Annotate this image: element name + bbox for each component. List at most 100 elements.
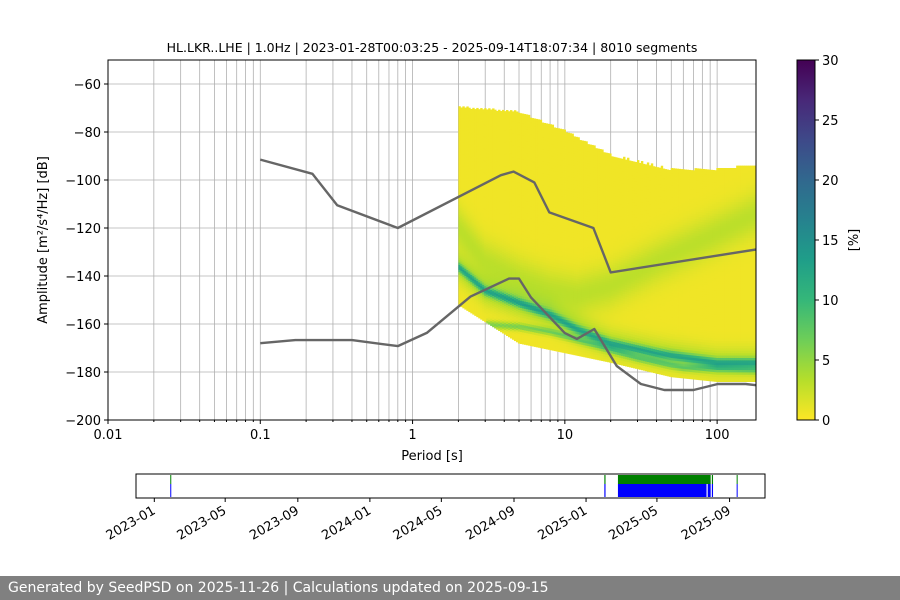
heatmap-cell [494,155,497,159]
heatmap-cell [506,244,509,248]
heatmap-cell [476,131,479,135]
heatmap-cell [464,230,467,233]
heatmap-cell [458,252,461,256]
heatmap-cell [515,130,519,134]
heatmap-cell [517,177,521,181]
heatmap-cell [551,124,555,128]
heatmap-cell [484,168,487,171]
heatmap-cell [508,197,511,201]
heatmap-cell [468,302,471,305]
heatmap-cell [502,251,505,255]
heatmap-cell [466,140,469,143]
heatmap-cell [498,299,501,303]
heatmap-cell [470,178,473,182]
heatmap-cell [509,280,513,284]
heatmap-cell [460,270,463,274]
heatmap-cell [474,284,477,288]
heatmap-cell [498,148,501,151]
heatmap-cell [468,230,471,233]
heatmap-cell [498,112,501,115]
heatmap-cell [458,183,461,186]
heatmap-cell [513,163,517,166]
heatmap-cell [458,127,461,131]
heatmap-cell [511,204,515,208]
heatmap-cell [523,190,527,194]
heatmap-cell [498,152,501,156]
heatmap-cell [519,161,523,164]
heatmap-cell [466,228,469,232]
heatmap-cell [513,290,517,294]
heatmap-cell [496,118,499,121]
heatmap-cell [517,211,521,214]
heatmap-cell [506,117,509,120]
heatmap-cell [513,225,517,229]
heatmap-cell [525,318,529,322]
heatmap-cell [521,332,525,335]
heatmap-cell [484,312,487,315]
heatmap-cell [462,161,465,165]
heatmap-cell [484,319,487,323]
heatmap-cell [511,233,515,237]
heatmap-cell [525,320,529,324]
heatmap-cell [509,153,513,157]
heatmap-cell [476,251,479,255]
heatmap-cell [480,158,483,162]
heatmap-cell [500,113,503,117]
heatmap-cell [498,150,501,154]
heatmap-cell [519,142,523,145]
heatmap-cell [525,212,529,216]
heatmap-cell [494,131,497,135]
heatmap-cell [458,190,461,194]
heatmap-cell [494,265,497,269]
heatmap-cell [476,177,479,181]
heatmap-cell [496,142,499,145]
heatmap-cell [480,307,483,311]
heatmap-cell [509,124,513,128]
heatmap-cell [494,311,497,315]
heatmap-cell [502,131,505,135]
heatmap-cell [486,140,489,144]
heatmap-cell [468,215,471,219]
heatmap-cell [460,253,463,257]
heatmap-cell [476,175,479,178]
heatmap-cell [500,291,503,294]
heatmap-cell [513,297,517,301]
heatmap-cell [468,182,471,185]
heatmap-cell [492,166,495,169]
heatmap-cell [521,190,525,194]
heatmap-cell [515,202,519,206]
heatmap-cell [506,321,509,324]
heatmap-cell [498,212,501,216]
heatmap-cell [494,145,497,149]
heatmap-cell [460,179,463,183]
heatmap-cell [502,162,505,166]
heatmap-cell [508,248,511,251]
heatmap-cell [502,241,505,245]
heatmap-cell [506,198,509,202]
heatmap-cell [458,245,461,249]
heatmap-cell [511,308,515,311]
heatmap-cell [498,145,501,149]
heatmap-cell [513,131,517,135]
heatmap-cell [480,206,483,210]
heatmap-cell [486,210,489,214]
heatmap-cell [460,138,463,142]
heatmap-cell [498,222,501,226]
heatmap-cell [519,242,523,246]
heatmap-cell [496,269,499,273]
heatmap-cell [462,168,465,172]
heatmap-cell [470,140,473,143]
heatmap-cell [474,253,477,256]
heatmap-cell [494,256,497,259]
heatmap-cell [476,242,479,246]
heatmap-cell [504,312,507,316]
heatmap-cell [519,312,523,316]
heatmap-cell [523,200,527,204]
heatmap-cell [496,216,499,220]
heatmap-cell [511,298,515,302]
heatmap-cell [488,290,491,294]
heatmap-cell [498,308,501,312]
heatmap-cell [525,133,529,137]
heatmap-cell [480,180,483,183]
heatmap-cell [494,248,497,252]
